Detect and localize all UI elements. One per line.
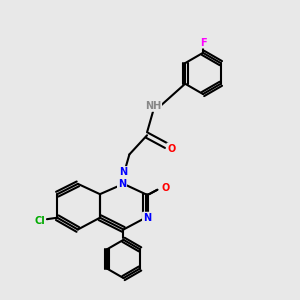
Text: N: N bbox=[119, 167, 128, 177]
Text: F: F bbox=[200, 38, 206, 47]
Text: N: N bbox=[143, 213, 151, 223]
Text: O: O bbox=[167, 143, 175, 154]
Text: NH: NH bbox=[145, 101, 161, 111]
Text: O: O bbox=[161, 183, 170, 193]
Text: Cl: Cl bbox=[34, 216, 45, 226]
Text: N: N bbox=[118, 179, 126, 189]
